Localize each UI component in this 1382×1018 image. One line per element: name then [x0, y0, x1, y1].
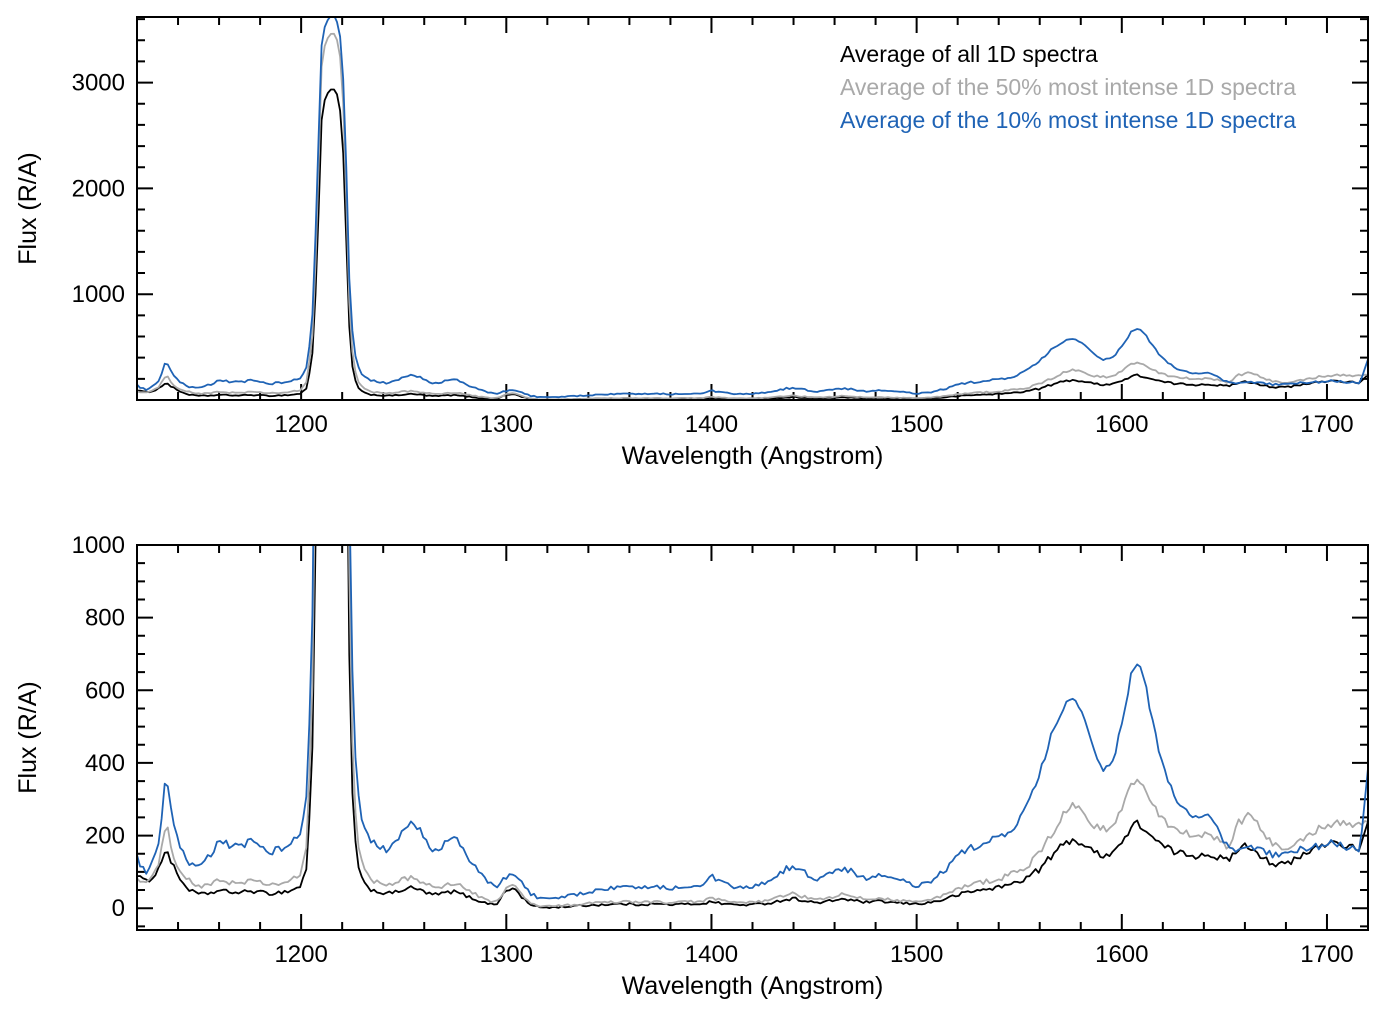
- y-axis-label: Flux (R/A): [14, 681, 42, 794]
- y-tick-label: 3000: [72, 70, 125, 97]
- x-tick-label: 1600: [1095, 411, 1148, 438]
- legend-entry-1: Average of all 1D spectra: [840, 41, 1098, 67]
- y-tick-label: 1000: [72, 532, 125, 559]
- x-tick-label: 1300: [480, 941, 533, 968]
- y-tick-label: 0: [112, 895, 125, 922]
- legend-entry-3: Average of the 10% most intense 1D spect…: [840, 107, 1296, 133]
- legend: Average of all 1D spectra Average of the …: [840, 41, 1296, 133]
- series-line-all: [137, 88, 1368, 400]
- y-tick-label: 600: [85, 677, 125, 704]
- x-tick-label: 1200: [274, 411, 327, 438]
- x-tick-label: 1500: [890, 941, 943, 968]
- series-line-top10: [137, 545, 1368, 900]
- x-tick-label: 1200: [274, 941, 327, 968]
- x-tick-label: 1700: [1300, 411, 1353, 438]
- series-line-top50: [137, 32, 1368, 400]
- y-axis-label: Flux (R/A): [14, 152, 42, 265]
- panel-top: 1200 1300 1400 1500 1600 1700 1000 2000 3000 Wave…: [14, 16, 1369, 470]
- y-tick-label: 200: [85, 823, 125, 850]
- axis-ticks: [136, 544, 1369, 930]
- panel-bottom: 1200 1300 1400 1500 1600 1700 0 200 400 600 800 100…: [14, 532, 1369, 1000]
- x-tick-label: 1400: [685, 941, 738, 968]
- x-tick-label: 1300: [480, 411, 533, 438]
- y-tick-label: 2000: [72, 175, 125, 202]
- x-tick-label: 1700: [1300, 941, 1353, 968]
- plot-frame: [136, 544, 1369, 931]
- y-tick-label: 800: [85, 605, 125, 632]
- y-tick-label: 1000: [72, 281, 125, 308]
- y-tick-label: 400: [85, 750, 125, 777]
- series-line-top10: [137, 17, 1368, 399]
- legend-entry-2: Average of the 50% most intense 1D spect…: [840, 74, 1296, 100]
- series-line-top50: [137, 545, 1368, 908]
- x-tick-label: 1600: [1095, 941, 1148, 968]
- x-axis-label: Wavelength (Angstrom): [622, 442, 884, 470]
- x-tick-label: 1400: [685, 411, 738, 438]
- plot-frame: [136, 16, 1369, 401]
- x-tick-label: 1500: [890, 411, 943, 438]
- x-axis-label: Wavelength (Angstrom): [622, 972, 884, 1000]
- series-line-all: [137, 545, 1368, 909]
